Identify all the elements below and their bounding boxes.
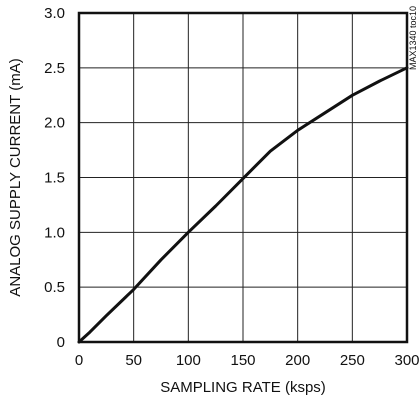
chart-annotation: MAX1340 toc10 (408, 6, 418, 70)
series-group (77, 66, 409, 344)
y-tick-label: 1.5 (44, 170, 65, 187)
y-axis-label: ANALOG SUPPLY CURRENT (mA) (7, 58, 24, 296)
x-tick-label: 0 (75, 352, 83, 369)
x-tick-label: 150 (230, 352, 255, 369)
plot-frame (77, 11, 409, 344)
y-tick-label: 0 (57, 334, 65, 351)
x-tick-labels: 0 50 100 150 200 250 300 (75, 352, 420, 369)
x-tick-label: 50 (125, 352, 142, 369)
x-tick-label: 200 (285, 352, 310, 369)
y-tick-label: 3.0 (44, 5, 65, 22)
y-tick-label: 0.5 (44, 279, 65, 296)
x-tick-label: 250 (340, 352, 365, 369)
x-tick-label: 100 (176, 352, 201, 369)
series-line (77, 66, 409, 344)
y-tick-label: 2.5 (44, 60, 65, 77)
y-tick-labels: 0 0.5 1.0 1.5 2.0 2.5 3.0 (44, 5, 65, 351)
y-tick-label: 2.0 (44, 115, 65, 132)
x-axis-label: SAMPLING RATE (ksps) (160, 379, 326, 396)
y-tick-label: 1.0 (44, 224, 65, 241)
x-tick-label: 300 (394, 352, 419, 369)
grid (79, 13, 407, 342)
